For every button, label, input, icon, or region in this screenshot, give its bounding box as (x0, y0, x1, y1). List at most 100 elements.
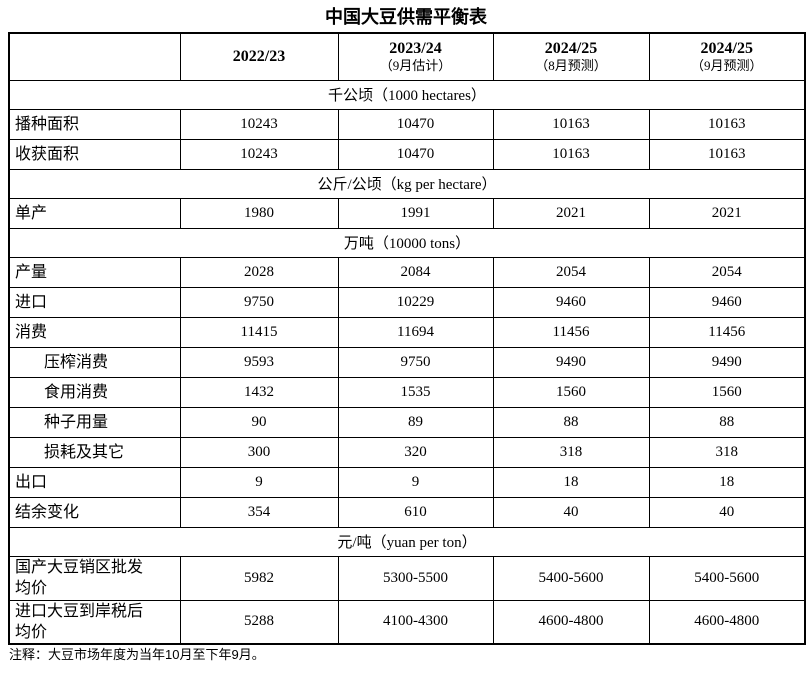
value-cell: 9460 (492, 286, 650, 318)
value-cell: 2021 (492, 197, 650, 229)
table-row: 结余变化 354 610 40 40 (8, 496, 806, 528)
value-cell: 40 (648, 496, 806, 528)
value-cell: 10470 (337, 138, 494, 170)
value-cell: 11415 (179, 316, 339, 348)
year-label: 2024/25 (700, 40, 753, 58)
year-label: 2023/24 (389, 40, 442, 58)
value-cell: 88 (648, 406, 806, 438)
page-title: 中国大豆供需平衡表 (325, 7, 487, 27)
value-cell: 11694 (337, 316, 494, 348)
header-cell-2024-25-sep: 2024/25 （9月预测） (648, 32, 806, 81)
table-row: 进口 9750 10229 9460 9460 (8, 286, 806, 318)
value-cell: 18 (492, 466, 650, 498)
value-cell: 90 (179, 406, 339, 438)
value-cell: 2054 (492, 256, 650, 288)
value-cell: 5400-5600 (492, 555, 650, 601)
table-row: 食用消费 1432 1535 1560 1560 (8, 376, 806, 408)
value-cell: 9593 (179, 346, 339, 378)
header-row: 2022/23 2023/24 （9月估计） 2024/25 （8月预测） 20… (8, 32, 806, 81)
row-label: 收获面积 (8, 138, 181, 170)
value-cell: 318 (492, 436, 650, 468)
year-sublabel: （9月预测） (690, 58, 763, 74)
value-cell: 2028 (179, 256, 339, 288)
row-label: 食用消费 (8, 376, 181, 408)
row-label: 结余变化 (8, 496, 181, 528)
table-row: 产量 2028 2084 2054 2054 (8, 256, 806, 288)
table-row: 单产 1980 1991 2021 2021 (8, 197, 806, 229)
value-cell: 9 (179, 466, 339, 498)
value-cell: 88 (492, 406, 650, 438)
row-label: 出口 (8, 466, 181, 498)
table-row: 出口 9 9 18 18 (8, 466, 806, 498)
value-cell: 1980 (179, 197, 339, 229)
value-cell: 9490 (492, 346, 650, 378)
value-cell: 4100-4300 (337, 599, 494, 645)
unit-section-row: 公斤/公顷（kg per hectare） (8, 168, 806, 199)
value-cell: 40 (492, 496, 650, 528)
year-label: 2022/23 (232, 48, 286, 66)
value-cell: 2084 (337, 256, 494, 288)
table-row: 国产大豆销区批发 均价 5982 5300-5500 5400-5600 5400-56… (8, 555, 806, 601)
value-cell: 5300-5500 (337, 555, 494, 601)
year-sublabel: （9月估计） (379, 58, 452, 74)
footnote: 注释：大豆市场年度为当年10月至下年9月。 (9, 647, 265, 662)
soybean-balance-table: 2022/23 2023/24 （9月估计） 2024/25 （8月预测） 20… (8, 32, 806, 645)
value-cell: 10470 (337, 108, 494, 140)
table-row: 进口大豆到岸税后 均价 5288 4100-4300 4600-4800 4600-48… (8, 599, 806, 645)
table-row: 播种面积 10243 10470 10163 10163 (8, 108, 806, 140)
table-row: 损耗及其它 300 320 318 318 (8, 436, 806, 468)
value-cell: 10243 (179, 138, 339, 170)
row-label: 消费 (8, 316, 181, 348)
value-cell: 10163 (492, 138, 650, 170)
value-cell: 300 (179, 436, 339, 468)
table-row: 压榨消费 9593 9750 9490 9490 (8, 346, 806, 378)
value-cell: 9750 (179, 286, 339, 318)
value-cell: 2021 (648, 197, 806, 229)
value-cell: 5288 (179, 599, 339, 645)
row-label: 国产大豆销区批发 均价 (8, 555, 181, 601)
value-cell: 4600-4800 (648, 599, 806, 645)
value-cell: 1560 (648, 376, 806, 408)
table-row: 收获面积 10243 10470 10163 10163 (8, 138, 806, 170)
value-cell: 89 (337, 406, 494, 438)
value-cell: 1432 (179, 376, 339, 408)
value-cell: 1560 (492, 376, 650, 408)
value-cell: 1535 (337, 376, 494, 408)
value-cell: 318 (648, 436, 806, 468)
value-cell: 2054 (648, 256, 806, 288)
row-label: 损耗及其它 (8, 436, 181, 468)
header-cell-2023-24: 2023/24 （9月估计） (337, 32, 494, 81)
row-label: 单产 (8, 197, 181, 229)
value-cell: 320 (337, 436, 494, 468)
value-cell: 10229 (337, 286, 494, 318)
row-label: 压榨消费 (8, 346, 181, 378)
row-label: 进口 (8, 286, 181, 318)
row-label: 进口大豆到岸税后 均价 (8, 599, 181, 645)
year-label: 2024/25 (544, 40, 598, 58)
value-cell: 5982 (179, 555, 339, 601)
value-cell: 9460 (648, 286, 806, 318)
unit-section-label: 千公顷（1000 hectares） (8, 79, 806, 110)
header-cell-empty (8, 32, 181, 81)
value-cell: 1991 (337, 197, 494, 229)
value-cell: 5400-5600 (648, 555, 806, 601)
row-label: 播种面积 (8, 108, 181, 140)
value-cell: 10163 (648, 138, 806, 170)
value-cell: 18 (648, 466, 806, 498)
unit-section-row: 元/吨（yuan per ton） (8, 526, 806, 557)
year-sublabel: （8月预测） (535, 58, 607, 74)
value-cell: 10163 (492, 108, 650, 140)
unit-section-row: 万吨（10000 tons） (8, 227, 806, 258)
value-cell: 11456 (648, 316, 806, 348)
unit-section-label: 元/吨（yuan per ton） (8, 526, 806, 557)
value-cell: 10243 (179, 108, 339, 140)
header-cell-2024-25-aug: 2024/25 （8月预测） (492, 32, 650, 81)
value-cell: 354 (179, 496, 339, 528)
value-cell: 9 (337, 466, 494, 498)
value-cell: 9490 (648, 346, 806, 378)
value-cell: 10163 (648, 108, 806, 140)
unit-section-label: 万吨（10000 tons） (8, 227, 806, 258)
value-cell: 11456 (492, 316, 650, 348)
value-cell: 4600-4800 (492, 599, 650, 645)
